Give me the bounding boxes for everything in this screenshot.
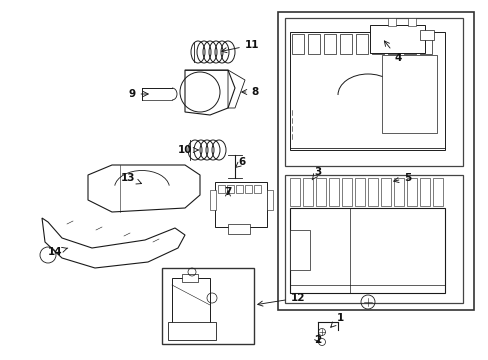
Bar [380, 178, 390, 206]
Bar [253, 185, 261, 193]
Bar [355, 34, 367, 54]
Bar [162, 268, 253, 344]
Text: 7: 7 [224, 187, 231, 197]
Bar [419, 34, 431, 54]
Bar [315, 178, 325, 206]
Bar [285, 175, 462, 303]
Text: 12: 12 [257, 293, 305, 306]
Text: 9: 9 [128, 89, 148, 99]
Bar [285, 18, 462, 166]
Bar [419, 178, 429, 206]
Bar [328, 178, 338, 206]
Bar [291, 34, 304, 54]
Bar [289, 230, 309, 270]
Bar [182, 274, 198, 282]
Bar [432, 178, 442, 206]
Text: 2: 2 [314, 335, 321, 345]
Bar [341, 178, 351, 206]
Bar [393, 178, 403, 206]
Text: 10: 10 [177, 145, 198, 155]
Text: 14: 14 [48, 247, 68, 257]
Text: 3: 3 [311, 167, 321, 180]
Bar [226, 185, 234, 193]
Bar [403, 34, 415, 54]
Bar [381, 55, 436, 133]
Bar [387, 18, 395, 26]
Bar [266, 190, 272, 210]
Bar [215, 182, 266, 227]
Bar [303, 178, 312, 206]
Bar [307, 34, 319, 54]
Bar [168, 322, 216, 340]
Bar [339, 34, 351, 54]
Text: 4: 4 [384, 41, 401, 63]
Bar [289, 208, 444, 293]
Text: 8: 8 [241, 87, 258, 97]
Bar [419, 30, 433, 40]
Bar [236, 185, 243, 193]
Text: 13: 13 [121, 173, 141, 184]
Bar [289, 178, 299, 206]
Bar [289, 32, 444, 150]
Bar [367, 178, 377, 206]
Bar [387, 34, 399, 54]
Bar [209, 190, 216, 210]
Text: 5: 5 [393, 173, 411, 183]
Bar [354, 178, 364, 206]
Bar [172, 278, 209, 333]
Text: 1: 1 [330, 313, 343, 327]
Bar [244, 185, 251, 193]
Text: 6: 6 [235, 157, 245, 168]
Bar [406, 178, 416, 206]
Bar [324, 34, 335, 54]
Text: 11: 11 [221, 40, 259, 53]
Bar [371, 34, 383, 54]
Bar [407, 18, 415, 26]
Bar [218, 185, 224, 193]
Bar [227, 224, 249, 234]
Bar [369, 25, 424, 53]
Bar [278, 12, 473, 310]
